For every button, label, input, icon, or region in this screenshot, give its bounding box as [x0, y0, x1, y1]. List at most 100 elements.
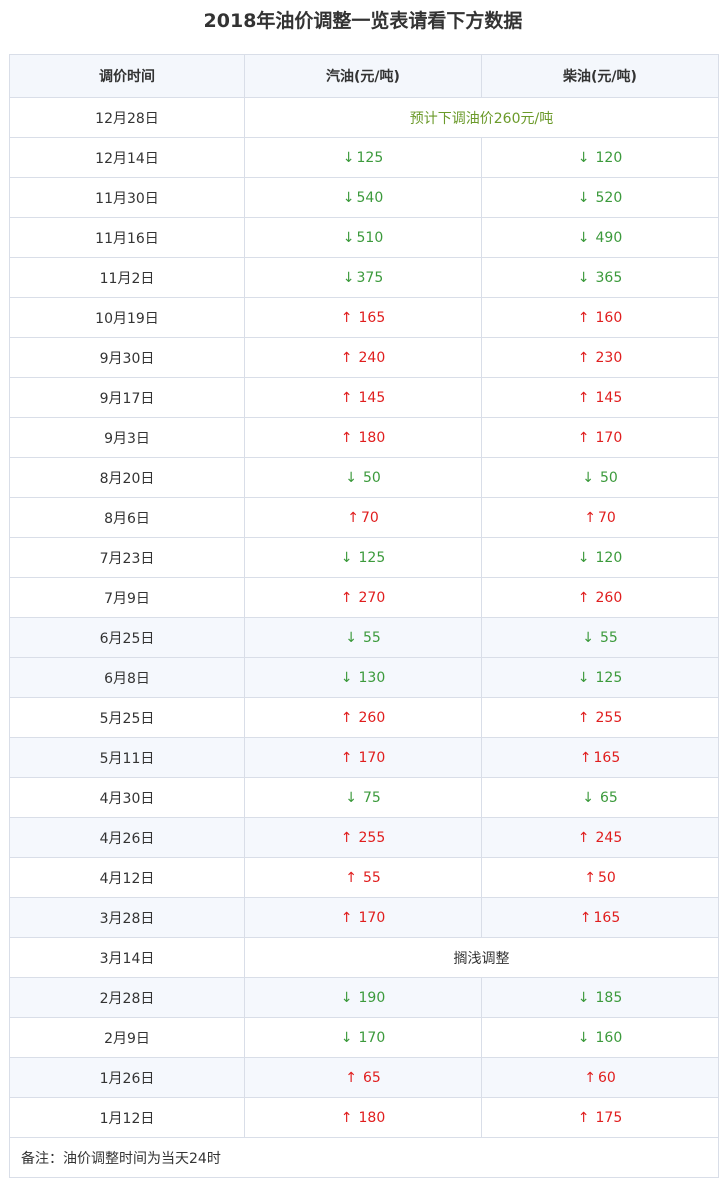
header-date: 调价时间: [9, 54, 245, 98]
gasoline-change: ↑ 270: [244, 577, 482, 618]
gasoline-change: ↓ 130: [244, 657, 482, 698]
arrow-up-icon: ↑: [345, 1069, 357, 1086]
gasoline-change: ↑ 65: [244, 1057, 482, 1098]
change-value: 145: [595, 389, 623, 406]
change-value: 65: [599, 789, 618, 806]
gasoline-change: ↑ 255: [244, 817, 482, 858]
arrow-up-icon: ↑: [345, 869, 357, 886]
diesel-change: ↓ 125: [481, 657, 719, 698]
change-value: 260: [358, 709, 386, 726]
change-value: 125: [356, 149, 384, 166]
diesel-change: ↑ 70: [481, 497, 719, 538]
change-value: 55: [362, 869, 381, 886]
arrow-up-icon: ↑: [579, 749, 592, 766]
row-date: 11月16日: [9, 217, 245, 258]
diesel-change: ↓ 490: [481, 217, 719, 258]
row-date: 1月26日: [9, 1057, 245, 1098]
table-row: 3月28日 ↑ 170 ↑ 165: [9, 897, 719, 938]
table-row: 12月14日 ↓ 125 ↓ 120: [9, 137, 719, 178]
arrow-down-icon: ↓: [577, 149, 590, 166]
change-value: 510: [356, 229, 384, 246]
change-value: 50: [362, 469, 381, 486]
arrow-up-icon: ↑: [340, 349, 353, 366]
gasoline-change: ↓ 125: [244, 537, 482, 578]
table-row: 9月3日 ↑ 180 ↑ 170: [9, 417, 719, 458]
diesel-change: ↑ 230: [481, 337, 719, 378]
table-row: 7月9日 ↑ 270 ↑ 260: [9, 577, 719, 618]
arrow-up-icon: ↑: [340, 709, 353, 726]
change-value: 160: [595, 1029, 623, 1046]
remark-row: 备注：油价调整时间为当天24时: [9, 1137, 719, 1178]
gasoline-change: ↓ 510: [244, 217, 482, 258]
table-row: 4月30日 ↓ 75 ↓ 65: [9, 777, 719, 818]
table-row: 3月14日 搁浅调整: [9, 937, 719, 978]
arrow-up-icon: ↑: [340, 909, 353, 926]
gasoline-change: ↑ 170: [244, 897, 482, 938]
diesel-change: ↓ 520: [481, 177, 719, 218]
gasoline-change: ↑ 55: [244, 857, 482, 898]
change-value: 60: [597, 1069, 616, 1086]
change-value: 70: [597, 509, 616, 526]
row-date: 2月9日: [9, 1017, 245, 1058]
arrow-down-icon: ↓: [577, 1029, 590, 1046]
diesel-change: ↓ 120: [481, 137, 719, 178]
row-date: 4月30日: [9, 777, 245, 818]
diesel-change: ↓ 50: [481, 457, 719, 498]
diesel-change: ↑ 170: [481, 417, 719, 458]
table-row: 6月25日 ↓ 55 ↓ 55: [9, 617, 719, 658]
arrow-down-icon: ↓: [577, 229, 590, 246]
change-value: 65: [362, 1069, 381, 1086]
change-value: 190: [358, 989, 386, 1006]
arrow-up-icon: ↑: [340, 749, 353, 766]
change-value: 185: [595, 989, 623, 1006]
arrow-down-icon: ↓: [345, 789, 357, 806]
arrow-up-icon: ↑: [340, 389, 353, 406]
table-row: 12月28日 预计下调油价260元/吨: [9, 97, 719, 138]
change-value: 180: [358, 1109, 386, 1126]
change-value: 165: [358, 309, 386, 326]
table-row: 11月2日 ↓ 375 ↓ 365: [9, 257, 719, 298]
change-value: 130: [358, 669, 386, 686]
arrow-down-icon: ↓: [342, 269, 355, 286]
gasoline-change: ↓ 55: [244, 617, 482, 658]
arrow-down-icon: ↓: [582, 789, 594, 806]
table-header-row: 调价时间 汽油(元/吨) 柴油(元/吨): [9, 54, 719, 98]
arrow-down-icon: ↓: [342, 229, 355, 246]
change-value: 260: [595, 589, 623, 606]
diesel-change: ↑ 165: [481, 737, 719, 778]
table-row: 2月9日 ↓ 170 ↓ 160: [9, 1017, 719, 1058]
table-row: 9月30日 ↑ 240 ↑ 230: [9, 337, 719, 378]
diesel-change: ↑ 175: [481, 1097, 719, 1138]
row-date: 4月26日: [9, 817, 245, 858]
page-title: 2018年油价调整一览表请看下方数据: [203, 10, 523, 32]
gasoline-change: ↑ 180: [244, 1097, 482, 1138]
row-date: 5月25日: [9, 697, 245, 738]
diesel-change: ↑ 60: [481, 1057, 719, 1098]
arrow-up-icon: ↑: [340, 309, 353, 326]
diesel-change: ↑ 260: [481, 577, 719, 618]
arrow-down-icon: ↓: [577, 269, 590, 286]
table-row: 7月23日 ↓ 125 ↓ 120: [9, 537, 719, 578]
table-body: 12月28日 预计下调油价260元/吨 12月14日 ↓ 125 ↓ 120 11月30日 ↓ 5…: [9, 97, 719, 1138]
table-row: 4月26日 ↑ 255 ↑ 245: [9, 817, 719, 858]
arrow-down-icon: ↓: [340, 669, 353, 686]
change-value: 75: [362, 789, 381, 806]
change-value: 230: [595, 349, 623, 366]
arrow-down-icon: ↓: [340, 549, 353, 566]
gasoline-change: ↑ 240: [244, 337, 482, 378]
row-date: 9月3日: [9, 417, 245, 458]
arrow-up-icon: ↑: [577, 429, 590, 446]
diesel-change: ↓ 160: [481, 1017, 719, 1058]
change-value: 255: [358, 829, 386, 846]
row-date: 4月12日: [9, 857, 245, 898]
remark-text: 备注：油价调整时间为当天24时: [9, 1137, 719, 1178]
change-value: 490: [595, 229, 623, 246]
gasoline-change: ↑ 145: [244, 377, 482, 418]
arrow-up-icon: ↑: [340, 429, 353, 446]
oil-price-table: 调价时间 汽油(元/吨) 柴油(元/吨) 12月28日 预计下调油价260元/吨 1…: [9, 54, 719, 1178]
diesel-change: ↓ 185: [481, 977, 719, 1018]
diesel-change: ↓ 55: [481, 617, 719, 658]
row-date: 6月8日: [9, 657, 245, 698]
table-row: 2月28日 ↓ 190 ↓ 185: [9, 977, 719, 1018]
arrow-up-icon: ↑: [584, 1069, 596, 1086]
